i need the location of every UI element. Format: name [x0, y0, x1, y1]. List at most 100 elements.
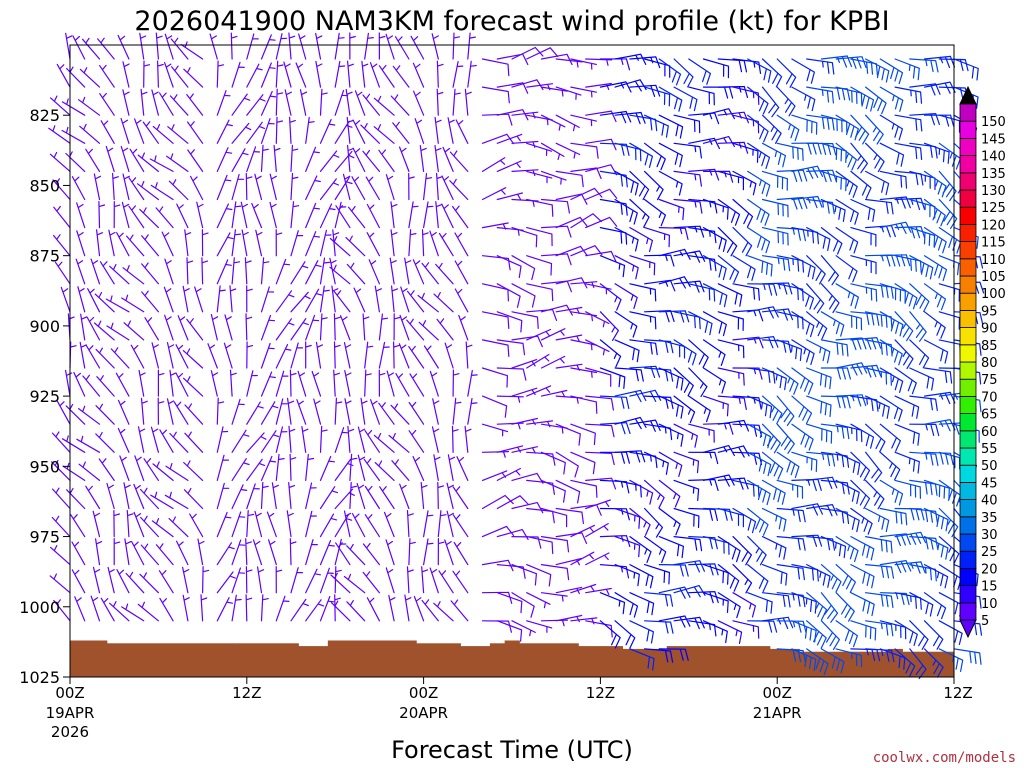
colorbar-label: 120: [981, 218, 1006, 233]
wind-barb: [319, 455, 335, 481]
wind-barb: [820, 564, 842, 593]
wind-barb: [496, 311, 523, 333]
wind-barb: [850, 255, 877, 275]
wind-barb: [673, 395, 696, 424]
wind-barb: [614, 339, 640, 363]
wind-barb: [319, 486, 338, 510]
wind-barb: [835, 337, 867, 351]
wind-barb: [570, 367, 598, 378]
wind-barb: [761, 395, 783, 425]
wind-barb: [157, 60, 164, 88]
wind-barb: [390, 94, 410, 116]
wind-barb: [120, 117, 130, 144]
wind-barb: [231, 458, 250, 481]
wind-barb: [78, 405, 101, 425]
wind-barb: [245, 566, 253, 594]
wind-barb: [289, 453, 297, 481]
wind-barb: [347, 144, 354, 172]
wind-barb: [458, 314, 469, 341]
wind-barb: [865, 225, 896, 238]
wind-barb: [275, 290, 295, 313]
colorbar-label: 25: [981, 545, 998, 560]
wind-barb: [436, 172, 443, 201]
wind-barb: [953, 58, 979, 81]
wind-barb: [835, 142, 857, 171]
wind-barb: [368, 259, 380, 285]
wind-barb: [201, 257, 209, 285]
wind-barb: [938, 142, 961, 170]
wind-barb: [894, 423, 920, 446]
wind-barb: [820, 283, 840, 314]
wind-barb: [879, 254, 911, 267]
wind-barb: [346, 116, 354, 144]
wind-barb: [373, 432, 395, 453]
wind-barb: [658, 367, 684, 391]
wind-barb: [496, 255, 522, 279]
wind-barb: [289, 369, 297, 397]
colorbar-swatch: [959, 430, 977, 449]
wind-barb: [909, 255, 934, 280]
colorbar-swatch: [959, 516, 977, 535]
wind-barb: [465, 341, 473, 369]
wind-barb: [330, 572, 351, 594]
wind-barb: [865, 395, 890, 419]
colorbar-swatch: [959, 550, 977, 569]
wind-barb: [360, 397, 368, 425]
wind-barb: [143, 60, 151, 88]
wind-barb: [585, 250, 617, 263]
wind-barb: [48, 125, 71, 144]
wind-barb: [435, 201, 443, 229]
wind-barb: [540, 114, 566, 131]
wind-barb: [806, 592, 828, 621]
wind-barb: [435, 262, 454, 285]
wind-barb: [879, 395, 903, 422]
wind-barb: [644, 86, 671, 107]
colorbar: 5 10 15 20 25 30 35 40 45 50 55 60 65 70 75 80 85 90 95 100…: [959, 85, 1006, 639]
wind-barb: [747, 479, 771, 506]
wind-barb: [275, 370, 289, 397]
wind-barb: [334, 458, 354, 481]
wind-barb: [570, 114, 597, 127]
wind-barb: [334, 60, 346, 88]
wind-barb: [732, 198, 754, 228]
wind-barb: [98, 201, 106, 229]
wind-barb: [555, 451, 579, 478]
wind-barb: [406, 510, 414, 538]
wind-barb: [117, 427, 130, 453]
wind-barb: [614, 536, 641, 558]
wind-barb: [923, 507, 949, 532]
wind-barb: [688, 423, 715, 443]
wind-barb: [717, 367, 745, 386]
wind-barb: [481, 423, 509, 437]
wind-barb: [275, 116, 283, 144]
wind-barb: [673, 339, 697, 366]
wind-barb: [400, 286, 410, 313]
wind-barb: [343, 573, 366, 594]
wind-barb: [938, 536, 960, 565]
wind-barb: [614, 620, 636, 649]
wind-barb: [453, 541, 469, 566]
wind-barb: [231, 257, 241, 285]
wind-barb: [865, 423, 886, 453]
wind-barb: [894, 255, 922, 273]
wind-barb: [806, 227, 831, 251]
wind-barb: [117, 399, 130, 425]
wind-barb: [334, 397, 343, 425]
wind-barb: [865, 114, 884, 145]
credit-link[interactable]: coolwx.com/models: [873, 750, 1016, 766]
wind-barb: [776, 423, 795, 454]
wind-barb: [526, 114, 553, 126]
colorbar-swatch: [959, 481, 977, 500]
wind-barb: [791, 311, 815, 338]
wind-barb: [122, 173, 130, 201]
wind-barb: [112, 172, 119, 201]
wind-barb: [330, 600, 351, 622]
wind-barb: [614, 283, 638, 309]
wind-barb: [629, 620, 654, 644]
wind-barb: [452, 570, 469, 594]
wind-barb: [570, 395, 598, 414]
wind-barb: [570, 583, 597, 594]
wind-barb: [418, 320, 439, 341]
wind-barb: [732, 227, 753, 257]
wind-barb: [333, 313, 341, 341]
